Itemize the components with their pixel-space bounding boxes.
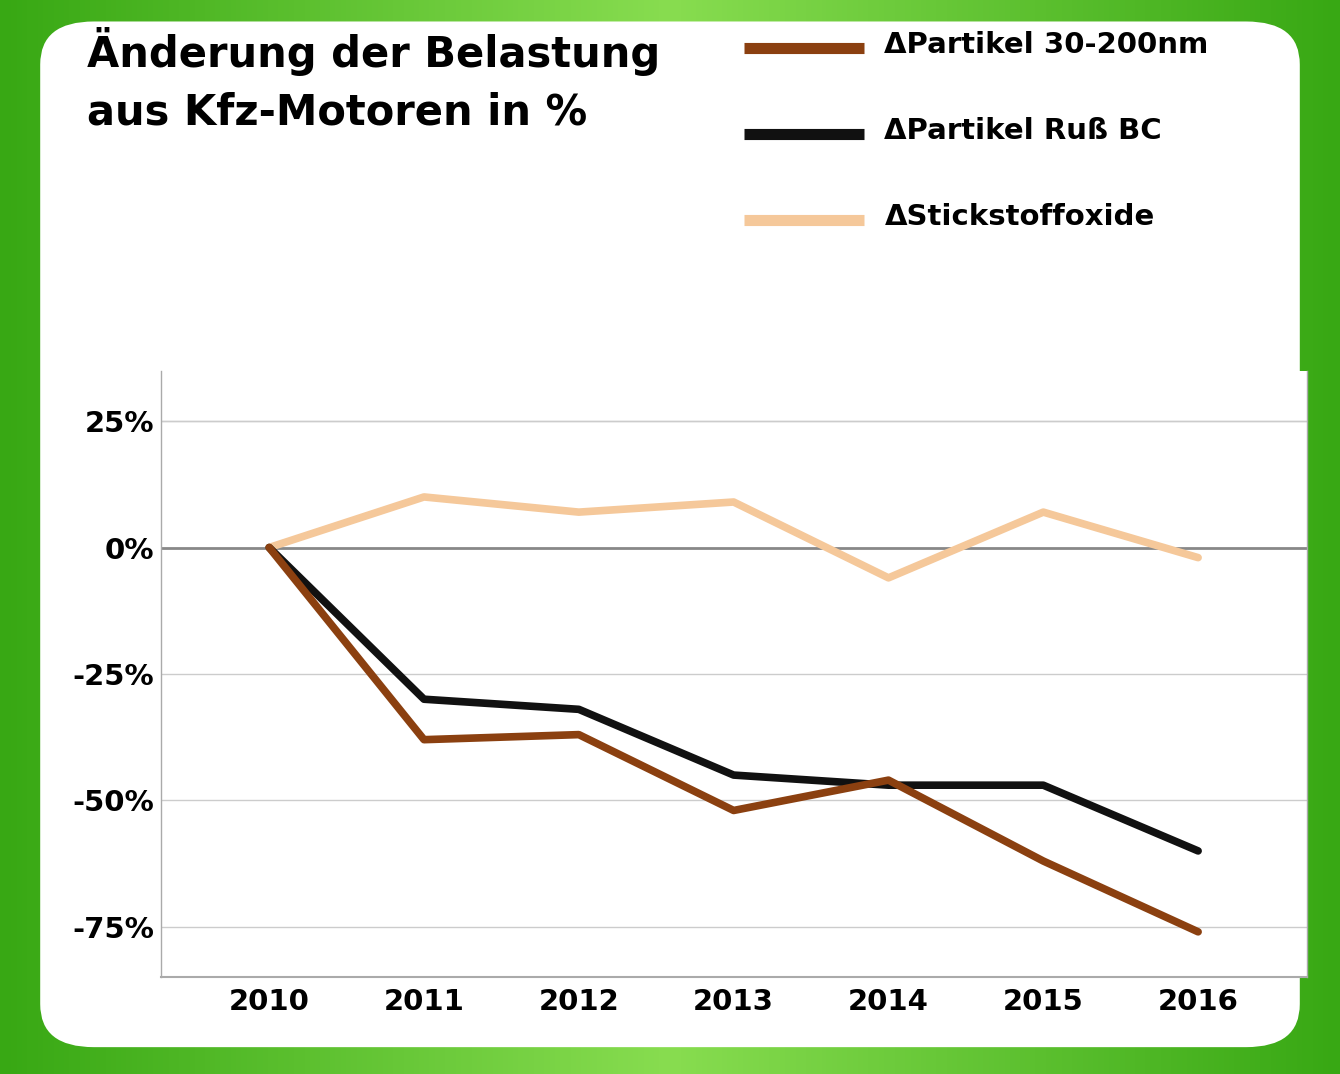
- Text: ΔStickstoffoxide: ΔStickstoffoxide: [884, 203, 1155, 231]
- Text: ΔPartikel 30-200nm: ΔPartikel 30-200nm: [884, 31, 1209, 59]
- Text: Änderung der Belastung: Änderung der Belastung: [87, 27, 661, 76]
- Text: aus Kfz-Motoren in %: aus Kfz-Motoren in %: [87, 91, 587, 133]
- Text: ΔPartikel Ruß BC: ΔPartikel Ruß BC: [884, 117, 1162, 145]
